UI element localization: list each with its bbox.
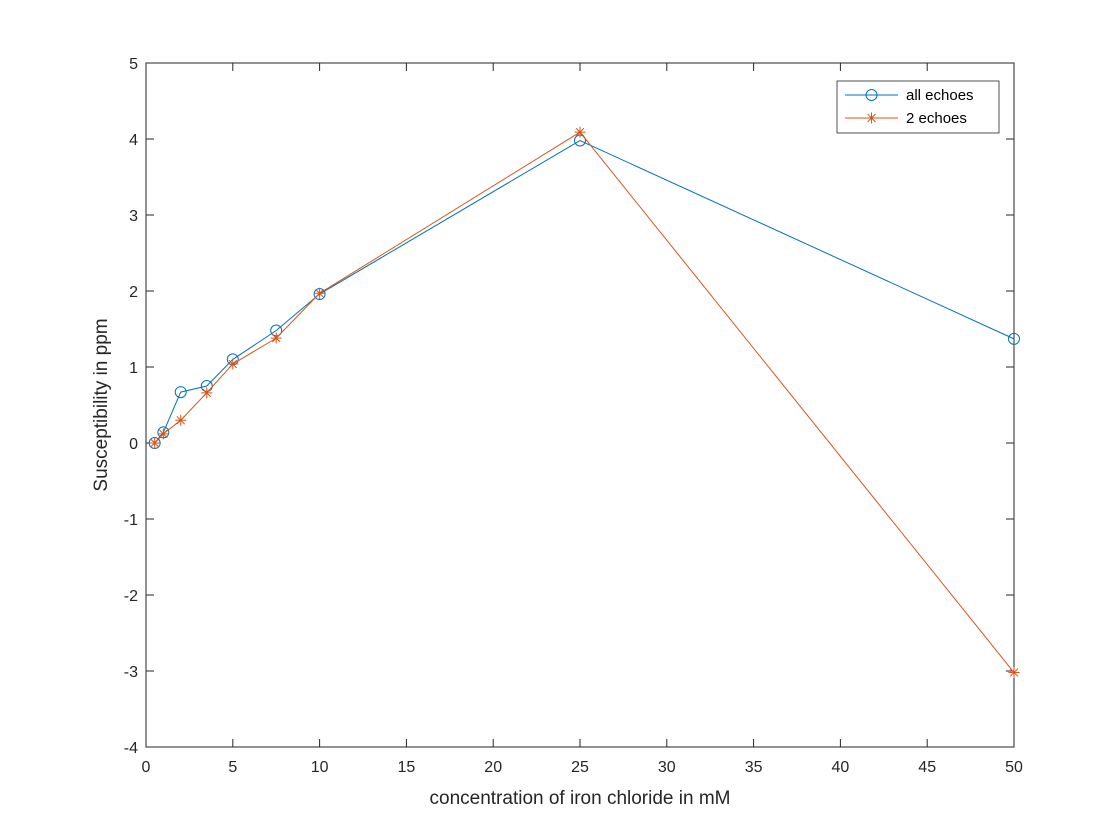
series-2-point <box>149 437 161 449</box>
y-tick-label: 1 <box>129 360 138 377</box>
legend-label-1: all echoes <box>906 87 974 104</box>
y-tick-label: -2 <box>124 588 138 605</box>
series-2-point <box>1008 667 1020 679</box>
series-2-point <box>201 387 213 399</box>
legend-box <box>836 80 1000 134</box>
x-tick-label: 10 <box>311 759 329 776</box>
legend: all echoes 2 echoes <box>836 80 1000 134</box>
x-tick-label: 40 <box>832 759 850 776</box>
series-2-point <box>574 126 586 138</box>
series-layer <box>148 126 1020 679</box>
y-tick-label: 0 <box>129 436 138 453</box>
legend-marker-2 <box>866 112 877 124</box>
y-tick-label: 2 <box>129 284 138 301</box>
series-2-point <box>157 428 169 440</box>
x-tick-label: 25 <box>571 759 589 776</box>
x-tick-label: 35 <box>745 759 763 776</box>
y-axis-label: Susceptibility in ppm <box>91 318 112 491</box>
x-axis-label: concentration of iron chloride in mM <box>430 788 731 809</box>
y-tick-label: -4 <box>124 740 138 757</box>
x-tick-label: 5 <box>228 759 237 776</box>
y-tick-label: -1 <box>124 512 138 529</box>
plot-area <box>145 62 1015 748</box>
legend-label-2: 2 echoes <box>906 110 967 127</box>
series-2-point <box>314 287 326 299</box>
y-tick-label: -3 <box>124 664 138 681</box>
x-axis: 0 5 10 15 20 25 30 35 40 45 50 <box>142 63 1023 776</box>
series-2-point <box>270 332 282 344</box>
y-axis: -4 -3 -2 -1 0 1 2 3 4 5 <box>124 56 1014 757</box>
legend-marker-1 <box>865 89 878 101</box>
series-2-point <box>227 358 239 370</box>
x-tick-label: 30 <box>658 759 676 776</box>
y-tick-label: 4 <box>129 132 138 149</box>
x-tick-label: 20 <box>484 759 502 776</box>
x-tick-label: 0 <box>142 759 151 776</box>
series-1-point <box>1008 332 1020 345</box>
y-tick-label: 5 <box>129 56 138 73</box>
y-tick-label: 3 <box>129 208 138 225</box>
x-tick-label: 15 <box>398 759 416 776</box>
series-2-point <box>175 414 187 426</box>
x-tick-label: 50 <box>1005 759 1023 776</box>
x-tick-label: 45 <box>918 759 936 776</box>
series-1-point <box>174 386 187 399</box>
